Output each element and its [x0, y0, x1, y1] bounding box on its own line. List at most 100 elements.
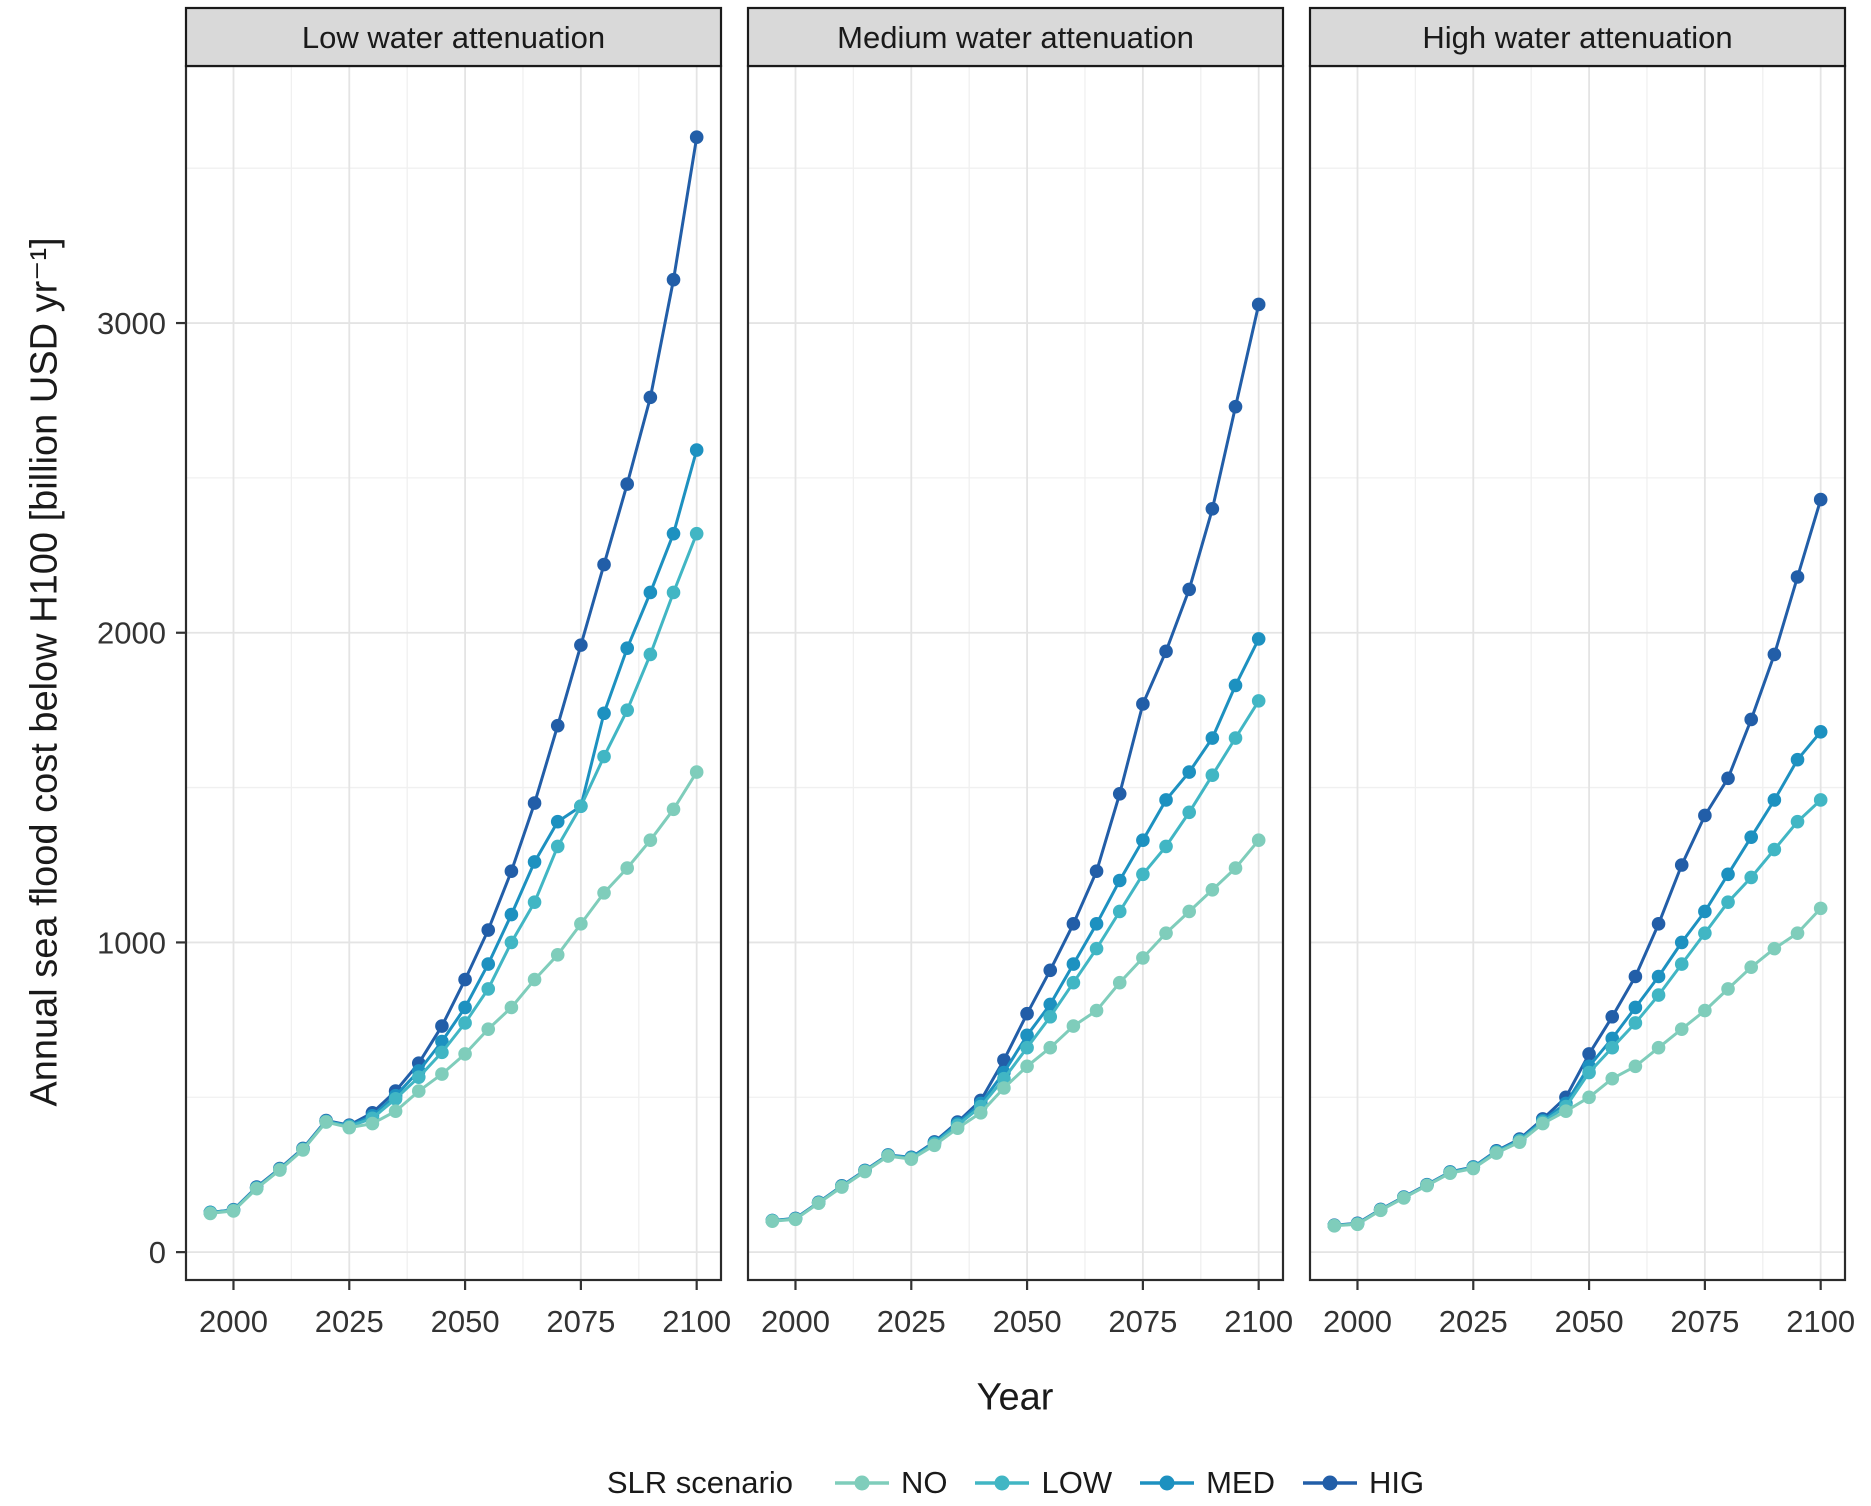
data-point-NO	[1159, 926, 1173, 940]
series-line-NO	[770, 838, 1261, 1223]
data-point-MED	[1674, 935, 1689, 950]
data-point-NO	[1112, 975, 1127, 990]
data-point-HIG	[643, 390, 658, 405]
y-tick-label: 0	[149, 1235, 166, 1270]
series-line-NO	[1332, 906, 1823, 1228]
data-point-NO	[765, 1214, 780, 1228]
x-tick-label: 2025	[315, 1304, 384, 1339]
x-tick-label: 2025	[877, 1304, 946, 1339]
legend-label-LOW: LOW	[1041, 1465, 1113, 1500]
data-point-NO	[1512, 1135, 1527, 1149]
panel-background	[186, 66, 721, 1280]
data-point-MED	[666, 526, 681, 541]
x-tick-label: 2100	[1786, 1304, 1855, 1339]
data-point-NO	[1466, 1161, 1481, 1176]
data-point-HIG	[550, 718, 565, 733]
x-tick-label: 2100	[662, 1304, 731, 1339]
data-point-LOW	[458, 1016, 472, 1030]
data-point-HIG	[1066, 917, 1081, 931]
data-point-LOW	[1159, 839, 1173, 854]
data-point-MED	[458, 1000, 472, 1015]
data-point-NO	[904, 1152, 919, 1167]
data-point-NO	[643, 833, 658, 848]
x-tick-label: 2050	[431, 1304, 500, 1339]
data-point-HIG	[666, 272, 681, 287]
data-point-HIG	[1813, 492, 1828, 507]
data-point-NO	[1228, 861, 1243, 875]
data-point-MED	[1020, 1028, 1034, 1043]
x-tick-label: 2075	[1670, 1304, 1739, 1339]
data-point-NO	[458, 1047, 472, 1061]
legend-key-LOW	[975, 1475, 1030, 1491]
data-point-LOW	[620, 703, 635, 717]
data-point-LOW	[1605, 1040, 1620, 1055]
data-point-HIG	[1721, 771, 1735, 786]
data-point-NO	[342, 1120, 357, 1135]
data-point-NO	[858, 1164, 872, 1179]
data-point-NO	[1043, 1040, 1058, 1055]
data-point-LOW	[689, 526, 704, 541]
data-point-NO	[481, 1022, 496, 1036]
data-point-NO	[1020, 1059, 1034, 1074]
data-point-NO	[666, 802, 681, 817]
data-point-LOW	[1628, 1016, 1643, 1030]
data-point-NO	[620, 861, 635, 875]
facet-strip-title: Medium water attenuation	[837, 20, 1194, 55]
data-point-HIG	[1605, 1009, 1620, 1024]
legend-entry-MED: MED	[1138, 1465, 1275, 1501]
data-point-NO	[1396, 1191, 1411, 1205]
data-point-LOW	[1182, 805, 1197, 820]
data-point-HIG	[620, 477, 635, 491]
data-point-LOW	[643, 647, 658, 662]
data-point-LOW	[1674, 957, 1689, 971]
x-tick-label: 2025	[1439, 1304, 1508, 1339]
legend-entry-HIG: HIG	[1301, 1465, 1424, 1501]
data-point-NO	[296, 1143, 310, 1157]
data-point-MED	[1651, 969, 1666, 984]
data-point-NO	[1489, 1146, 1504, 1160]
data-point-HIG	[527, 796, 542, 810]
y-tick-label: 3000	[97, 306, 166, 341]
data-point-MED	[1159, 793, 1173, 807]
legend-entry-NO: NO	[833, 1465, 948, 1501]
data-point-NO	[1559, 1104, 1573, 1119]
data-point-HIG	[1228, 399, 1243, 414]
data-point-NO	[1698, 1003, 1712, 1018]
data-point-HIG	[1628, 969, 1643, 984]
data-point-MED	[1136, 833, 1150, 848]
data-point-MED	[597, 706, 611, 721]
data-point-NO	[597, 886, 611, 900]
data-point-MED	[1112, 873, 1127, 888]
data-point-MED	[1721, 867, 1735, 882]
data-point-HIG	[1136, 697, 1150, 711]
facet-strip-title: High water attenuation	[1422, 20, 1732, 55]
facet-strip	[184, 6, 723, 68]
data-point-HIG	[1251, 297, 1266, 312]
data-point-NO	[249, 1181, 264, 1196]
data-point-NO	[1535, 1116, 1550, 1131]
data-point-HIG	[1651, 917, 1666, 931]
data-point-HIG	[1674, 858, 1689, 872]
facet-strip	[746, 6, 1285, 68]
data-point-LOW	[550, 839, 565, 854]
data-point-MED	[643, 585, 658, 600]
data-point-MED	[1767, 793, 1782, 807]
data-point-NO	[574, 917, 588, 931]
data-point-MED	[1205, 731, 1220, 745]
data-point-LOW	[1744, 870, 1759, 885]
data-point-LOW	[1089, 941, 1104, 956]
x-tick-label: 2075	[546, 1304, 615, 1339]
data-point-LOW	[1767, 842, 1782, 857]
data-point-HIG	[1767, 647, 1782, 662]
x-axis-title: Year	[976, 1376, 1054, 1419]
data-point-HIG	[1089, 864, 1104, 879]
data-point-MED	[527, 855, 542, 869]
data-point-HIG	[997, 1053, 1011, 1067]
data-point-LOW	[527, 895, 542, 909]
data-point-MED	[1066, 957, 1081, 971]
y-tick-label: 2000	[97, 616, 166, 651]
data-point-HIG	[689, 130, 704, 145]
data-point-HIG	[1790, 570, 1805, 584]
legend-label-NO: NO	[900, 1465, 948, 1500]
